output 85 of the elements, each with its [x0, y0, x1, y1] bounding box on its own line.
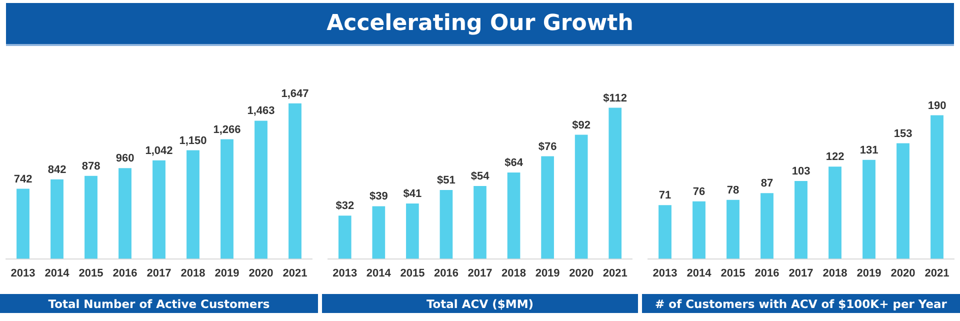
x-tick-label: 2018	[180, 267, 206, 280]
x-tick-label: 2019	[214, 267, 240, 280]
x-tick-label: 2018	[822, 267, 848, 280]
data-label: 190	[928, 100, 946, 112]
data-label: 960	[116, 152, 134, 165]
x-tick-label: 2017	[468, 267, 492, 280]
bar	[406, 204, 419, 259]
data-label: 742	[14, 173, 32, 186]
bar	[186, 150, 200, 259]
bar	[760, 193, 774, 259]
bar	[692, 201, 706, 259]
bar	[896, 143, 910, 259]
x-tick-label: 2016	[754, 267, 780, 280]
x-tick-label: 2019	[856, 267, 882, 280]
data-label: $112	[603, 92, 628, 104]
data-label: $51	[437, 174, 456, 187]
bar	[828, 166, 842, 259]
bar	[50, 179, 64, 259]
x-tick-label: 2021	[924, 267, 950, 280]
data-label: 1,150	[179, 134, 207, 147]
x-tick-label: 2013	[10, 267, 36, 280]
bar	[658, 205, 672, 259]
x-tick-label: 2018	[502, 267, 526, 280]
x-tick-label: 2013	[332, 267, 358, 280]
x-tick-label: 2014	[44, 267, 70, 280]
bar	[372, 206, 386, 259]
bar	[794, 181, 808, 259]
bar	[220, 139, 234, 259]
data-label: 153	[894, 128, 912, 140]
x-tick-label: 2015	[78, 267, 104, 280]
x-axis-title: # of Customers with ACV of $100K+ per Year	[642, 294, 960, 313]
data-label: $39	[369, 190, 388, 203]
data-label: 842	[48, 164, 66, 176]
x-tick-label: 2017	[788, 267, 814, 280]
bar	[862, 160, 876, 259]
data-label: 71	[658, 190, 672, 202]
data-label: $41	[403, 188, 422, 200]
bar	[118, 168, 132, 259]
x-tick-label: 2015	[400, 267, 425, 280]
text: Accelerating Our Growth	[6, 3, 954, 46]
bar	[474, 186, 486, 259]
bar	[440, 190, 453, 259]
data-label: 1,647	[281, 88, 309, 100]
data-label: $92	[572, 119, 591, 132]
data-label: 1,463	[247, 105, 275, 118]
data-label: 878	[82, 160, 100, 172]
data-label: 78	[726, 184, 740, 196]
data-label: $54	[470, 170, 490, 183]
x-tick-label: 2014	[686, 267, 712, 280]
bar	[574, 134, 588, 259]
data-label: $32	[336, 200, 354, 212]
x-tick-label: 2019	[535, 267, 560, 280]
data-label: 103	[792, 166, 810, 178]
bar	[507, 172, 520, 259]
bar	[16, 188, 30, 259]
x-tick-label: 2020	[569, 267, 594, 280]
x-axis-title: Total ACV ($MM)	[322, 294, 638, 313]
bar	[288, 103, 302, 259]
x-tick-label: 2016	[434, 267, 458, 280]
x-tick-label: 2013	[652, 267, 678, 280]
data-label: 131	[860, 144, 878, 156]
bar	[726, 200, 740, 259]
x-tick-label: 2020	[890, 267, 916, 280]
data-label: 1,042	[145, 144, 173, 157]
x-tick-label: 2020	[248, 267, 274, 280]
data-label: 122	[826, 151, 844, 164]
bar	[541, 156, 554, 259]
x-tick-label: 2017	[146, 267, 172, 280]
bar	[338, 216, 352, 259]
x-tick-label: 2014	[366, 267, 392, 280]
data-label: 1,266	[213, 124, 241, 136]
x-tick-label: 2015	[720, 267, 746, 280]
bar	[84, 176, 98, 259]
data-label: 87	[760, 178, 774, 190]
bar	[608, 108, 622, 259]
x-tick-label: 2016	[112, 267, 138, 280]
bar	[254, 120, 268, 259]
bar	[152, 160, 166, 259]
x-tick-label: 2021	[282, 267, 308, 280]
data-label: $64	[504, 157, 524, 170]
x-axis-title: Total Number of Active Customers	[0, 294, 318, 313]
x-tick-label: 2021	[602, 267, 628, 280]
data-label: 76	[692, 186, 706, 198]
bar	[930, 115, 944, 259]
data-label: $76	[538, 140, 557, 153]
